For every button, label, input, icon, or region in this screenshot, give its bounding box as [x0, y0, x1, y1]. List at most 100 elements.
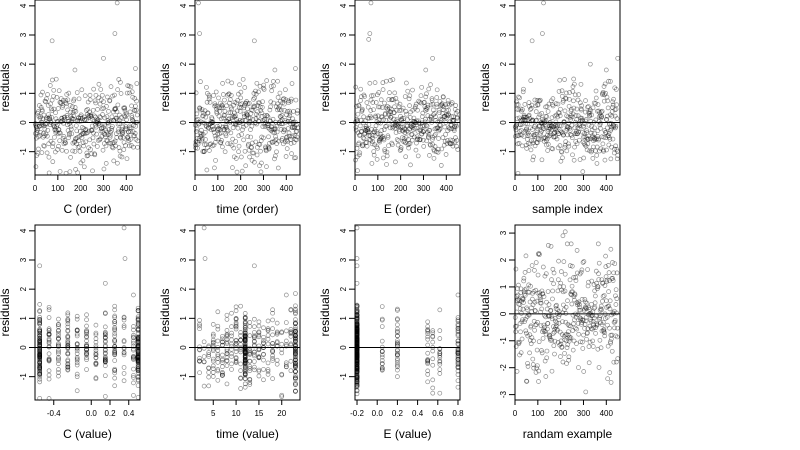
data-point	[419, 120, 425, 126]
data-point	[37, 321, 43, 327]
data-point	[354, 341, 360, 346]
data-point	[238, 345, 244, 351]
data-point	[270, 317, 275, 323]
data-point	[127, 123, 133, 129]
data-point	[83, 139, 89, 145]
data-point	[65, 362, 71, 368]
data-point	[587, 148, 592, 154]
data-point	[354, 336, 360, 342]
data-point	[266, 123, 272, 128]
data-point	[210, 340, 216, 346]
data-point	[407, 103, 412, 108]
x-axis-title: C (order)	[63, 202, 111, 216]
data-point	[92, 151, 97, 157]
data-point	[513, 344, 519, 349]
data-point	[197, 358, 202, 364]
x-tick-label: 0	[513, 184, 518, 193]
data-point	[74, 346, 80, 351]
data-point	[256, 355, 262, 361]
data-point	[229, 333, 234, 339]
data-point	[225, 128, 231, 134]
data-point	[102, 359, 108, 365]
data-point	[583, 318, 589, 324]
data-point	[37, 371, 43, 376]
data-point	[250, 117, 256, 122]
data-point	[354, 364, 360, 370]
data-point	[386, 143, 391, 149]
data-point	[398, 145, 404, 150]
data-point	[393, 95, 399, 101]
data-point	[201, 354, 207, 359]
data-point	[276, 120, 282, 125]
data-point	[360, 135, 366, 141]
data-point	[218, 140, 223, 146]
data-point	[354, 360, 360, 366]
data-point	[101, 131, 107, 137]
data-point	[293, 362, 298, 368]
data-point	[455, 351, 461, 356]
data-point	[555, 288, 561, 294]
data-point	[102, 339, 108, 345]
data-point	[293, 382, 298, 388]
y-axis-title: residuals	[478, 288, 492, 336]
data-point	[354, 304, 360, 309]
y-tick-label: 4	[499, 3, 508, 8]
data-point	[84, 317, 89, 323]
data-point	[412, 120, 418, 126]
data-point	[354, 116, 359, 122]
data-point	[429, 120, 435, 125]
data-point	[78, 115, 84, 121]
data-point	[135, 352, 141, 357]
data-point	[455, 323, 461, 329]
data-point	[518, 117, 524, 123]
data-point	[382, 112, 388, 117]
data-point	[437, 307, 443, 313]
data-point	[93, 336, 99, 342]
data-point	[371, 107, 376, 113]
data-point	[570, 84, 576, 89]
data-point	[522, 117, 527, 123]
data-point	[586, 344, 592, 349]
data-point	[532, 308, 538, 313]
data-point	[268, 84, 274, 89]
data-point	[70, 148, 76, 154]
data-point	[224, 350, 230, 356]
data-point	[199, 133, 204, 139]
data-point	[387, 117, 393, 122]
data-point	[532, 97, 538, 103]
data-point	[455, 360, 461, 366]
data-point	[441, 104, 447, 110]
data-point	[354, 359, 360, 365]
data-point	[233, 122, 239, 127]
data-point	[274, 331, 280, 337]
data-point	[399, 135, 405, 141]
data-point	[574, 300, 580, 305]
data-point	[242, 327, 248, 332]
data-point	[261, 357, 266, 363]
data-point	[379, 365, 385, 371]
data-point	[444, 113, 450, 118]
data-point	[47, 83, 53, 88]
data-point	[84, 312, 89, 318]
data-point	[549, 277, 554, 283]
data-point	[562, 337, 568, 343]
data-point	[539, 128, 544, 134]
data-point	[441, 114, 447, 119]
data-point	[388, 78, 393, 83]
data-point	[242, 357, 248, 362]
x-axis-title: time (value)	[216, 427, 279, 441]
data-point	[233, 349, 239, 354]
data-point	[291, 124, 297, 130]
data-point	[276, 105, 281, 111]
data-point	[121, 105, 126, 111]
data-point	[37, 320, 43, 325]
data-point	[106, 109, 111, 114]
data-point	[135, 348, 141, 354]
data-point	[512, 124, 518, 129]
data-point	[545, 109, 551, 114]
data-point	[394, 99, 400, 105]
data-point	[37, 352, 43, 358]
data-point	[563, 332, 568, 338]
data-point	[608, 246, 614, 252]
data-point	[63, 100, 68, 105]
